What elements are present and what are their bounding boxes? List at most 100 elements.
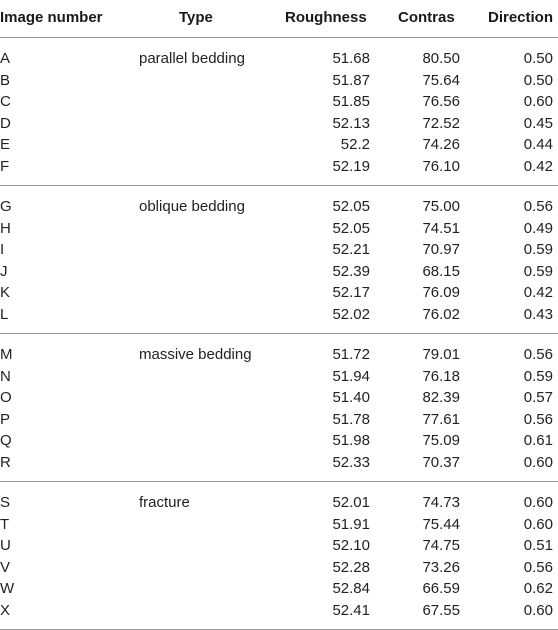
table-row: H 52.05 74.51 0.49 xyxy=(0,218,558,240)
cell-contras: 72.52 xyxy=(422,114,460,132)
cell-contras: 79.01 xyxy=(422,346,460,363)
cell-direction: 0.57 xyxy=(523,389,553,406)
cell-contras: 68.15 xyxy=(422,262,460,280)
cell-direction: 0.56 xyxy=(523,558,553,576)
cell-direction: 0.61 xyxy=(523,432,553,449)
cell-contras: 75.64 xyxy=(422,71,460,89)
cell-contras: 74.75 xyxy=(422,537,460,554)
cell-direction: 0.56 xyxy=(523,346,553,363)
cell-roughness: 51.72 xyxy=(332,346,370,363)
cell-roughness: 52.21 xyxy=(332,241,370,258)
table-row: E 52.2 74.26 0.44 xyxy=(0,134,558,156)
table-row: K 52.17 76.09 0.42 xyxy=(0,282,558,304)
header-divider xyxy=(0,37,558,38)
cell-contras: 75.09 xyxy=(422,432,460,449)
table-row: W 52.84 66.59 0.62 xyxy=(0,578,558,600)
cell-image-number: E xyxy=(0,136,11,153)
cell-type: parallel bedding xyxy=(139,50,245,67)
cell-roughness: 52.01 xyxy=(332,494,370,511)
cell-roughness: 52.33 xyxy=(332,453,370,471)
cell-roughness: 51.98 xyxy=(332,432,370,449)
cell-roughness: 51.68 xyxy=(332,50,370,67)
header-contras: Contras xyxy=(398,9,455,26)
table-row: V 52.28 73.26 0.56 xyxy=(0,557,558,579)
cell-contras: 76.02 xyxy=(422,305,460,323)
cell-roughness: 52.05 xyxy=(332,219,370,237)
cell-image-number: X xyxy=(0,601,11,619)
cell-roughness: 51.85 xyxy=(332,93,370,110)
table-row: P 51.78 77.61 0.56 xyxy=(0,409,558,431)
cell-direction: 0.59 xyxy=(523,367,553,385)
group-divider xyxy=(0,185,558,186)
cell-direction: 0.45 xyxy=(523,114,553,132)
cell-contras: 80.50 xyxy=(422,50,460,67)
cell-type: fracture xyxy=(139,494,190,511)
table-header: Image number Type Roughness Contras Dire… xyxy=(0,0,558,36)
cell-image-number: T xyxy=(0,515,10,533)
table-row: D 52.13 72.52 0.45 xyxy=(0,113,558,135)
cell-type: oblique bedding xyxy=(139,198,245,215)
cell-direction: 0.49 xyxy=(523,219,553,237)
cell-contras: 82.39 xyxy=(422,389,460,406)
cell-direction: 0.43 xyxy=(523,305,553,323)
cell-image-number: G xyxy=(0,198,12,215)
cell-direction: 0.50 xyxy=(523,71,553,89)
cell-image-number: W xyxy=(0,580,15,597)
cell-direction: 0.56 xyxy=(523,198,553,215)
table-row: I 52.21 70.97 0.59 xyxy=(0,239,558,261)
cell-contras: 77.61 xyxy=(422,410,460,428)
cell-direction: 0.60 xyxy=(523,515,553,533)
cell-contras: 74.73 xyxy=(422,494,460,511)
cell-contras: 73.26 xyxy=(422,558,460,576)
table-row: R 52.33 70.37 0.60 xyxy=(0,452,558,474)
cell-roughness: 51.94 xyxy=(332,367,370,385)
table-row: B 51.87 75.64 0.50 xyxy=(0,70,558,92)
cell-roughness: 52.19 xyxy=(332,157,370,175)
table-row: T 51.91 75.44 0.60 xyxy=(0,514,558,536)
cell-roughness: 52.02 xyxy=(332,305,370,323)
cell-image-number: I xyxy=(0,241,5,258)
cell-direction: 0.62 xyxy=(523,580,553,597)
cell-image-number: M xyxy=(0,346,13,363)
cell-image-number: U xyxy=(0,537,11,554)
cell-image-number: L xyxy=(0,305,9,323)
cell-roughness: 52.28 xyxy=(332,558,370,576)
cell-roughness: 52.84 xyxy=(332,580,370,597)
table-row: U 52.10 74.75 0.51 xyxy=(0,535,558,557)
cell-image-number: K xyxy=(0,284,11,301)
header-roughness: Roughness xyxy=(285,9,367,26)
cell-direction: 0.50 xyxy=(523,50,553,67)
table-row: Q 51.98 75.09 0.61 xyxy=(0,430,558,452)
cell-direction: 0.56 xyxy=(523,410,553,428)
header-image-number: Image number xyxy=(0,9,103,26)
cell-image-number: P xyxy=(0,410,11,428)
cell-image-number: O xyxy=(0,389,12,406)
cell-image-number: C xyxy=(0,93,11,110)
header-type: Type xyxy=(179,9,213,26)
cell-image-number: J xyxy=(0,262,8,280)
cell-image-number: A xyxy=(0,50,11,67)
group-divider xyxy=(0,333,558,334)
cell-direction: 0.59 xyxy=(523,241,553,258)
cell-roughness: 52.05 xyxy=(332,198,370,215)
cell-roughness: 52.41 xyxy=(332,601,370,619)
cell-roughness: 52.13 xyxy=(332,114,370,132)
cell-contras: 75.00 xyxy=(422,198,460,215)
table-row: F 52.19 76.10 0.42 xyxy=(0,156,558,178)
cell-direction: 0.42 xyxy=(523,284,553,301)
cell-image-number: H xyxy=(0,219,11,237)
cell-direction: 0.44 xyxy=(523,136,553,153)
cell-direction: 0.60 xyxy=(523,93,553,110)
group-divider xyxy=(0,481,558,482)
cell-image-number: N xyxy=(0,367,11,385)
cell-contras: 66.59 xyxy=(422,580,460,597)
